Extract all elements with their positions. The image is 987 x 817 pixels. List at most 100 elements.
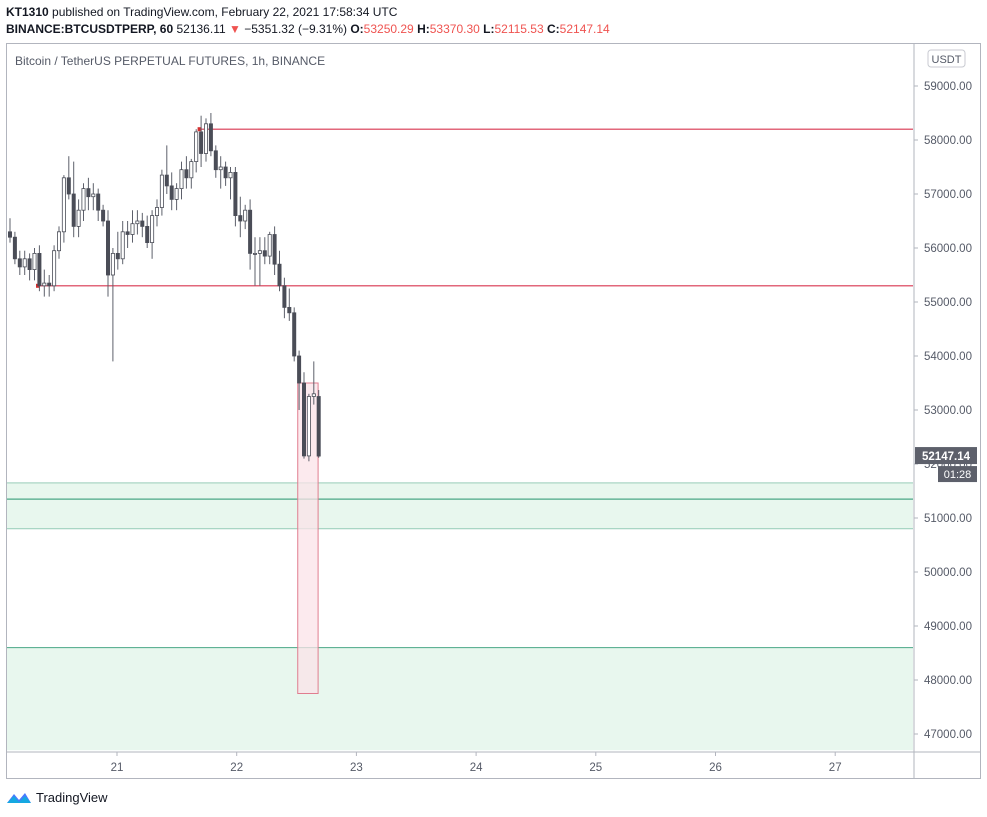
- candle-body: [287, 306, 292, 314]
- candle-body: [81, 188, 86, 211]
- candle-body: [61, 177, 66, 233]
- symbol-info: BINANCE:BTCUSDTPERP, 60 52136.11 ▼ −5351…: [6, 21, 610, 37]
- candle-body: [7, 231, 12, 238]
- x-tick-label: 25: [589, 762, 602, 774]
- candle-body: [125, 231, 130, 235]
- y-tick-label: 48000.00: [924, 675, 972, 687]
- candle-body: [135, 220, 140, 225]
- candle-body: [199, 131, 204, 154]
- currency-badge: [927, 49, 966, 68]
- candle-body: [248, 209, 253, 254]
- chart-frame[interactable]: [6, 43, 981, 779]
- candle-body: [228, 171, 233, 179]
- candle-body: [76, 209, 81, 227]
- high-label: H:: [417, 22, 430, 36]
- y-tick-label: 59000.00: [924, 81, 972, 93]
- tradingview-brand: TradingView: [36, 790, 108, 805]
- candle-body: [66, 177, 71, 195]
- candle-body: [208, 123, 213, 152]
- candle-body: [145, 225, 150, 243]
- candle-body: [233, 171, 238, 216]
- candle-body: [238, 215, 243, 222]
- symbol-name[interactable]: BINANCE:BTCUSDTPERP, 60: [6, 22, 174, 36]
- open-value: 53250.29: [363, 22, 414, 36]
- candle-body: [174, 188, 179, 200]
- x-tick-label: 21: [111, 762, 124, 774]
- tradingview-wave-icon: [7, 792, 31, 803]
- candle-body: [243, 209, 248, 222]
- y-tick-label: 51000.00: [924, 513, 972, 525]
- candle-body: [27, 258, 32, 270]
- last-price-label: 52147.14: [922, 451, 971, 463]
- candle-body: [277, 263, 282, 287]
- measure-box: [297, 382, 319, 694]
- y-tick-label: 47000.00: [924, 729, 972, 741]
- candle-body: [272, 234, 277, 265]
- candle-body: [194, 131, 199, 162]
- candle-body: [218, 166, 223, 171]
- candle-body: [52, 250, 57, 287]
- countdown-label: 01:28: [944, 469, 972, 481]
- x-tick-label: 24: [470, 762, 483, 774]
- y-tick-label: 58000.00: [924, 135, 972, 147]
- candle-body: [311, 393, 316, 397]
- high-value: 53370.30: [429, 22, 480, 36]
- close-label: C:: [547, 22, 560, 36]
- candle-body: [184, 169, 189, 179]
- candle-body: [110, 252, 115, 276]
- candle-body: [252, 252, 257, 255]
- candle-body: [257, 250, 262, 254]
- candle-body: [282, 285, 287, 308]
- candle-body: [169, 185, 174, 200]
- candle-body: [57, 231, 62, 252]
- candle-body: [292, 312, 297, 357]
- candle-body: [22, 258, 27, 268]
- candle-body: [101, 209, 106, 222]
- candle-body: [12, 236, 17, 260]
- candle-body: [301, 382, 306, 457]
- candle-body: [159, 174, 164, 208]
- open-label: O:: [350, 22, 364, 36]
- publisher-user[interactable]: KT1310: [6, 5, 49, 19]
- horizontal-line-anchor-0: [197, 127, 202, 132]
- candle-body: [91, 193, 96, 198]
- currency-label: USDT: [932, 54, 962, 66]
- candle-body: [189, 161, 194, 179]
- low-value: 52115.53: [494, 22, 544, 36]
- publish-info: KT1310 published on TradingView.com, Feb…: [6, 4, 397, 20]
- x-tick-label: 27: [829, 762, 842, 774]
- candle-body: [106, 220, 111, 276]
- support-zone-0: [7, 482, 913, 529]
- close-value: 52147.14: [559, 22, 610, 36]
- last-price: 52136.11: [176, 22, 226, 36]
- price-change: −5351.32 (−9.31%): [244, 22, 347, 36]
- candle-body: [32, 252, 37, 270]
- candle-body: [150, 215, 155, 244]
- y-tick-label: 54000.00: [924, 351, 972, 363]
- down-arrow-icon: ▼: [229, 22, 241, 36]
- candle-body: [140, 220, 145, 227]
- candle-body: [262, 250, 267, 257]
- candle-body: [86, 188, 91, 198]
- candle-body: [42, 282, 47, 287]
- tradingview-logo[interactable]: TradingView: [6, 790, 108, 805]
- candle-body: [179, 169, 184, 189]
- candle-body: [17, 258, 22, 268]
- candle-body: [267, 234, 272, 257]
- candle-body: [213, 150, 218, 171]
- last-price-badge: [915, 447, 977, 465]
- candle-body: [71, 193, 76, 227]
- candle-body: [120, 231, 125, 260]
- candle-body: [37, 252, 42, 287]
- candle-body: [47, 282, 52, 287]
- y-tick-label: 50000.00: [924, 567, 972, 579]
- low-label: L:: [483, 22, 495, 36]
- x-tick-label: 23: [350, 762, 363, 774]
- y-tick-label: 49000.00: [924, 621, 972, 633]
- candle-body: [96, 193, 101, 211]
- candle-body: [203, 123, 208, 154]
- y-tick-label: 53000.00: [924, 405, 972, 417]
- y-tick-label: 55000.00: [924, 297, 972, 309]
- candle-body: [164, 174, 169, 187]
